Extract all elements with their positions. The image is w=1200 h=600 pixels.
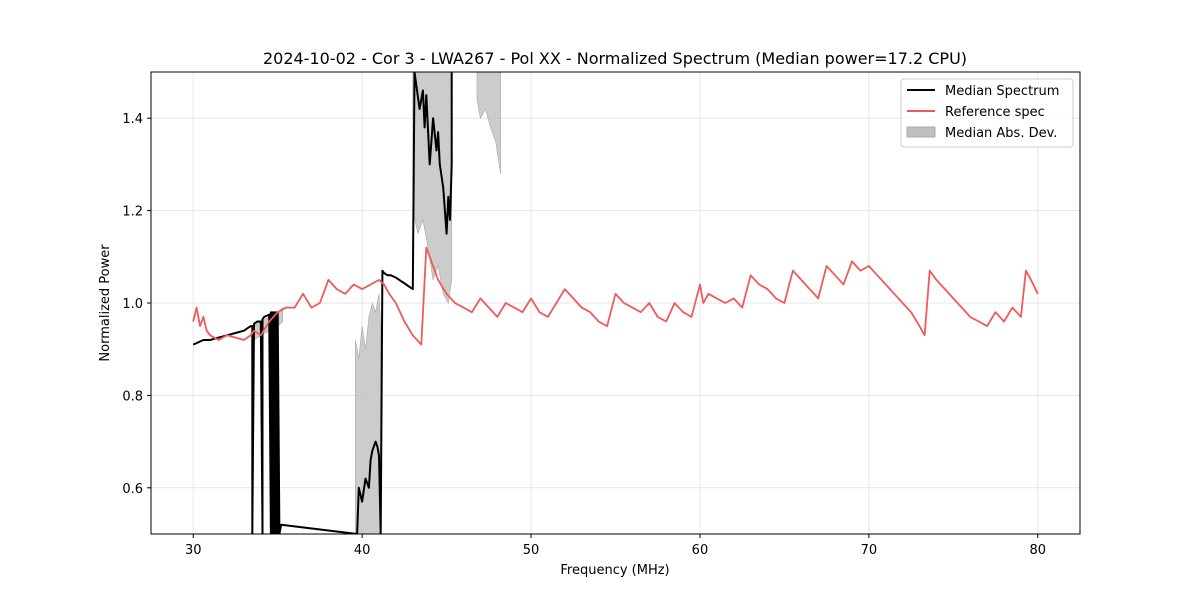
reference-spec-line: [192, 246, 1039, 346]
x-tick-label: 30: [185, 543, 202, 558]
mad-band-3: [476, 72, 501, 174]
legend-label: Median Abs. Dev.: [945, 126, 1057, 141]
y-tick-label: 0.8: [122, 389, 143, 404]
y-tick-label: 1.0: [122, 297, 143, 312]
y-tick-label: 1.4: [122, 112, 143, 127]
x-tick-label: 40: [354, 543, 371, 558]
y-axis-label: Normalized Power: [98, 244, 113, 362]
mad-band-2: [412, 72, 452, 304]
x-tick-label: 50: [523, 543, 540, 558]
y-tick-label: 1.2: [122, 205, 143, 220]
chart-title: 2024-10-02 - Cor 3 - LWA267 - Pol XX - N…: [263, 49, 967, 68]
mad-band-1: [355, 293, 381, 534]
legend: Median Spectrum Reference spec Median Abs.…: [900, 78, 1074, 148]
x-tick-label: 80: [1029, 543, 1046, 558]
legend-label: Reference spec: [945, 105, 1045, 120]
legend-box: [900, 78, 1074, 148]
median-spectrum-line: [192, 72, 453, 534]
legend-swatch-mad: [906, 126, 936, 138]
plot-series: [192, 72, 1039, 534]
x-tick-label: 70: [861, 543, 878, 558]
y-tick-label: 0.6: [122, 482, 143, 497]
x-axis-label: Frequency (MHz): [560, 563, 669, 578]
legend-label: Median Spectrum: [945, 84, 1059, 99]
x-tick-label: 60: [692, 543, 709, 558]
